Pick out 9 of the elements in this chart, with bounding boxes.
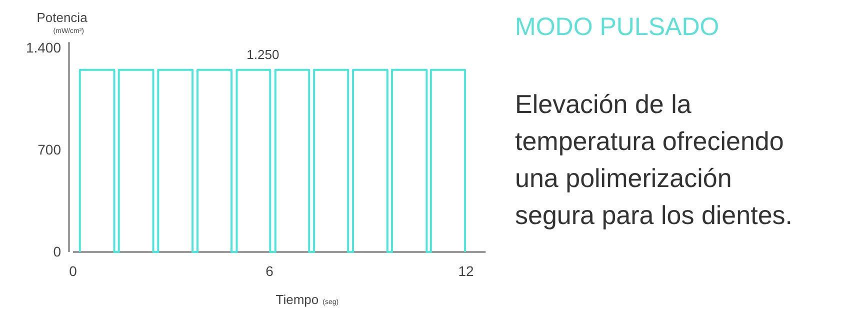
x-tick-label: 6 (266, 262, 274, 279)
text: MODO PULSADO (515, 13, 720, 41)
y-tick-label: 700 (38, 141, 62, 158)
annotation: 1.250 (246, 46, 280, 62)
x-tick-label: 12 (458, 262, 474, 279)
y-tick-label: 0 (53, 243, 62, 260)
text: Elevación de la temperatura ofreciendo una polimerización segura para los dientes. (515, 89, 793, 230)
y-tick-label: 1.400 (26, 39, 62, 56)
x-tick-label: 0 (69, 262, 78, 279)
